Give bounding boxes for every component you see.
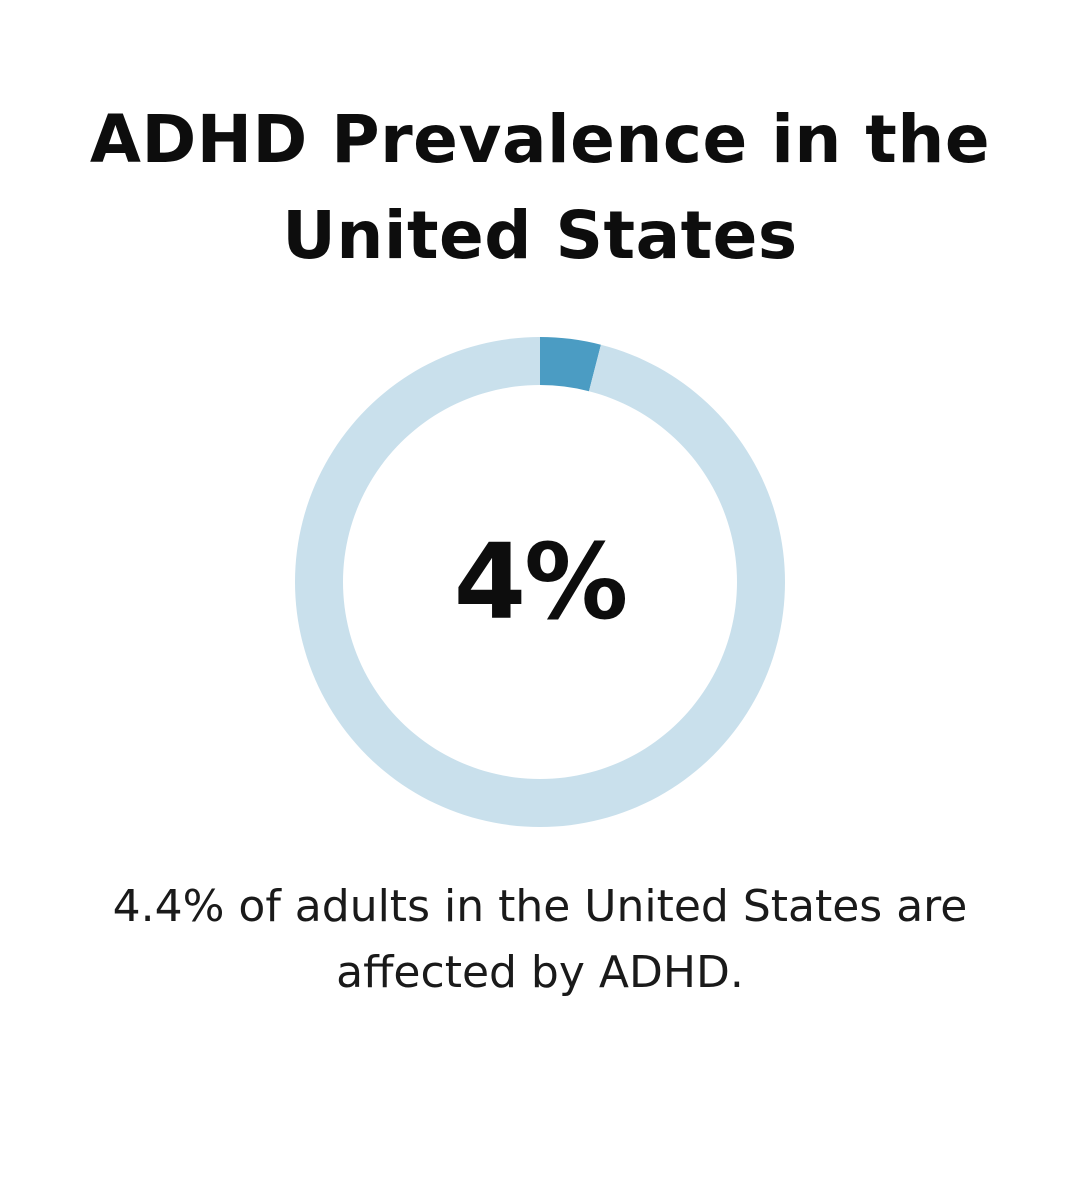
donut-chart-svg [295, 337, 785, 827]
chart-title: ADHD Prevalence in the United States [89, 101, 991, 274]
chart-caption: 4.4% of adults in the United States are … [112, 881, 968, 998]
donut-slice-0 [540, 337, 601, 392]
donut-chart: 4% [295, 337, 785, 827]
center-percentage: 4% [453, 521, 629, 643]
